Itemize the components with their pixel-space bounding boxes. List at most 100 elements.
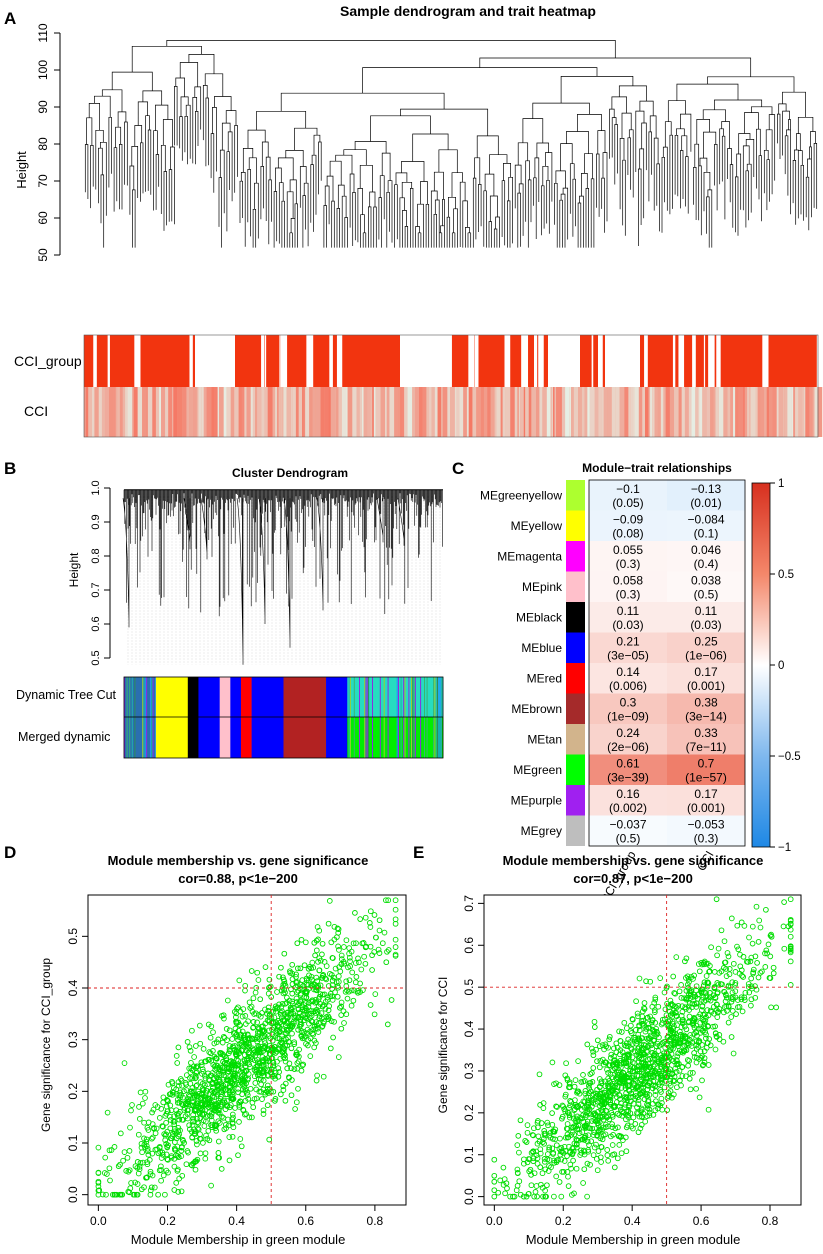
panel-b-module-stripe — [124, 717, 125, 758]
panel-a-cci-group-gap — [678, 335, 685, 387]
panel-a-cci-stripe — [483, 387, 488, 437]
panel-b-module-stripe — [435, 717, 437, 758]
panel-a-cci-stripe — [554, 387, 557, 437]
panel-b-module-stripe — [348, 717, 350, 758]
panel-a-cci-stripe — [283, 387, 287, 437]
panel-a-cci-group-gap — [716, 335, 721, 387]
scatter-xtick-label: 0.0 — [90, 1214, 107, 1228]
panel-a-cci-stripe — [735, 387, 739, 437]
panel-a-cci-group-block — [548, 335, 580, 387]
panel-b-module-stripe — [426, 677, 428, 717]
panel-c-cell-value: 0.058 — [613, 574, 643, 588]
scatter-xtick-label: 0.0 — [486, 1214, 503, 1228]
panel-a-cci-stripe — [632, 387, 635, 437]
panel-b-module-stripe — [400, 717, 402, 758]
panel-a-cci-stripe — [542, 387, 547, 437]
panel-a-cci-stripe — [372, 387, 374, 437]
panel-a-cci-stripe — [356, 387, 360, 437]
panel-a-cci-stripe — [330, 387, 336, 437]
scatter-ytick-label: 0.0 — [462, 1188, 476, 1205]
panel-b-module-stripe — [404, 717, 406, 758]
panel-a-cci-stripe — [589, 387, 595, 437]
panel-a-cci-stripe — [787, 387, 792, 437]
panel-c-cell-value: −0.09 — [613, 513, 644, 527]
panel-a-cci-stripe — [514, 387, 518, 437]
panel-a-cci-stripe — [426, 387, 430, 437]
panel-c-cell-pvalue: (0.03) — [690, 618, 721, 632]
panel-c-cell-value: 0.21 — [616, 635, 640, 649]
panel-b-module-stripe — [151, 677, 153, 717]
panel-b-module-stripe — [155, 717, 157, 758]
panel-b-module-stripe — [396, 717, 398, 758]
panel-a-cci-stripe — [805, 387, 810, 437]
panel-a-cci-group-gap — [264, 335, 267, 387]
panel-c-cell-value: 0.17 — [694, 665, 718, 679]
panel-b-module-stripe — [142, 717, 144, 758]
panel-a-cci-stripe — [793, 387, 796, 437]
panel-a-ytick-label: 110 — [36, 23, 50, 42]
panel-c-cell-pvalue: (3e−05) — [607, 649, 649, 663]
panel-a-cci-stripe — [784, 387, 788, 437]
scatter-xtick-label: 0.4 — [228, 1214, 245, 1228]
panel-a-cci-group-gap — [336, 335, 343, 387]
panel-c-cell-pvalue: (3e−14) — [685, 710, 727, 724]
panel-a-cci-stripe — [122, 387, 126, 437]
panel-e: E Module membership vs. gene significanc… — [413, 843, 802, 1247]
panel-a-cci-stripe — [125, 387, 128, 437]
panel-c-cell-pvalue: (0.006) — [609, 679, 647, 693]
panel-b-module-band — [219, 677, 231, 717]
panel-c-cell — [667, 785, 745, 816]
panel-b-module-stripe — [349, 677, 351, 717]
panel-a-cci-stripe — [255, 387, 258, 437]
panel-c-colorbar-label: −0.5 — [778, 751, 801, 763]
panel-a-ytick-label: 80 — [36, 137, 50, 151]
panel-c-cell-value: −0.037 — [609, 818, 646, 832]
panel-a-cci-stripe — [335, 387, 337, 437]
panel-b-tracks-frame — [123, 676, 444, 759]
panel-a-cci-stripe — [146, 387, 148, 437]
panel-a-cci-stripe — [347, 387, 353, 437]
panel-a-cci-stripe — [98, 387, 102, 437]
panel-a-cci-stripe — [152, 387, 156, 437]
panel-a-cci-stripe — [713, 387, 716, 437]
panel-a-cci-stripe — [441, 387, 443, 437]
panel-a-cci-stripe — [749, 387, 751, 437]
panel-b-module-stripe — [364, 677, 366, 717]
panel-a-cci-stripe — [594, 387, 599, 437]
panel-a-cci-stripe — [490, 387, 495, 437]
panel-a-cci-stripe — [699, 387, 703, 437]
panel-b-module-stripe — [400, 677, 402, 717]
panel-a-cci-stripe — [298, 387, 303, 437]
panel-b-module-band — [240, 717, 252, 758]
panel-c-cell — [667, 754, 745, 785]
panel-a-cci-stripe — [681, 387, 685, 437]
panel-c-row-label: MEbrown — [511, 702, 562, 716]
panel-b-module-stripe — [144, 717, 146, 758]
panel-b-module-band — [155, 717, 189, 758]
panel-b-module-stripe — [403, 677, 405, 717]
panel-a-dendrogram-branches — [84, 40, 818, 248]
panel-a-cci-group-gap — [261, 335, 265, 387]
panel-c-cell-pvalue: (0.3) — [616, 588, 641, 602]
panel-c-row-label: MEyellow — [511, 519, 563, 533]
panel-c-cell — [589, 632, 667, 663]
panel-c-cell-value: 0.33 — [694, 726, 718, 740]
scatter-xtick-label: 0.2 — [159, 1214, 176, 1228]
panel-e-subtitle: cor=0.87, p<1e−200 — [573, 871, 693, 886]
panel-a-cci-stripe — [359, 387, 362, 437]
scatter-points — [95, 897, 399, 1198]
panel-a-cci-stripe — [415, 387, 420, 437]
panel-a-cci-group-gap — [306, 335, 314, 387]
panel-b-module-stripe — [368, 717, 370, 758]
panel-c-cell — [667, 571, 745, 602]
panel-b-track-label-1: Dynamic Tree Cut — [16, 688, 117, 702]
panel-a-cci-stripe — [603, 387, 608, 437]
panel-c-row-label: MEpink — [522, 580, 563, 594]
panel-a-cci-stripe — [257, 387, 262, 437]
panel-a-cci-stripe — [730, 387, 734, 437]
panel-b-module-stripe — [438, 717, 440, 758]
panel-a-cci-stripe — [217, 387, 220, 437]
panel-a-cci-stripe — [531, 387, 537, 437]
panel-a-cci-stripe — [341, 387, 347, 437]
panel-c-colorbar-label: −1 — [778, 842, 791, 854]
